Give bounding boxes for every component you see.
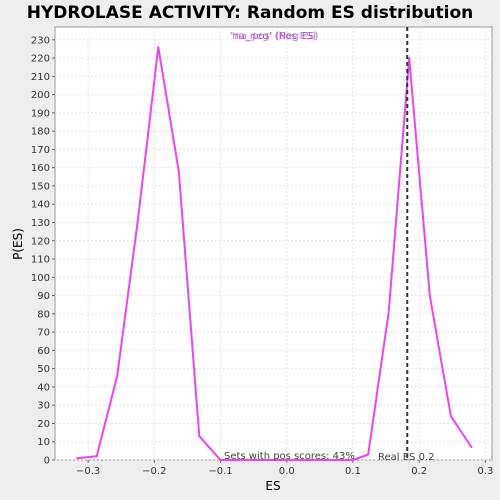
x-tick-label: −0.1: [208, 466, 232, 477]
data-point: [136, 219, 139, 222]
x-tick-label: 0.1: [345, 466, 361, 477]
y-tick-label: 120: [31, 236, 50, 247]
data-point: [157, 46, 160, 48]
data-point: [470, 446, 473, 449]
y-tick-label: 110: [31, 255, 50, 266]
data-point: [76, 457, 78, 459]
data-point: [95, 455, 98, 458]
x-tick-label: 0.2: [411, 466, 427, 477]
y-tick-label: 130: [31, 218, 50, 229]
data-point: [428, 294, 431, 297]
y-tick-label: 10: [37, 437, 50, 448]
y-tick-label: 0: [44, 456, 50, 467]
y-tick-label: 70: [37, 328, 50, 339]
series-group: [76, 46, 473, 461]
y-tick-label: 210: [31, 72, 50, 83]
y-tick-label: 40: [37, 382, 50, 393]
y-axis-ticks: 0 10 20 30 40 50 60 70 80 90 100 110 120 130 140 150 160…: [31, 35, 55, 467]
y-tick-label: 150: [31, 181, 50, 192]
data-point: [450, 415, 452, 417]
y-tick-label: 50: [37, 364, 50, 375]
y-tick-label: 230: [31, 35, 50, 46]
y-tick-label: 160: [31, 163, 50, 174]
y-tick-label: 90: [37, 291, 50, 302]
legend-entry-pos: 'na_pos' (Pos ES): [232, 31, 317, 42]
data-point: [219, 459, 222, 461]
data-point: [352, 459, 354, 461]
x-tick-label: 0.3: [477, 466, 493, 477]
y-tick-label: 180: [31, 127, 50, 138]
plot-area: [54, 26, 493, 461]
legend-entry-neg: 'na_neg' (Neg ES): [230, 31, 319, 42]
x-axis-label: ES: [265, 479, 280, 493]
y-tick-label: 60: [37, 346, 50, 357]
data-point: [116, 375, 119, 377]
y-tick-label: 20: [37, 419, 50, 430]
y-tick-label: 200: [31, 90, 50, 101]
data-point: [387, 311, 390, 313]
data-point: [178, 170, 180, 173]
data-point: [408, 57, 411, 59]
y-tick-label: 100: [31, 273, 50, 284]
y-tick-label: 140: [31, 200, 50, 211]
y-tick-label: 190: [31, 108, 50, 119]
y-tick-label: 30: [37, 401, 50, 412]
data-point: [198, 435, 201, 438]
y-tick-label: 80: [37, 309, 50, 320]
y-tick-label: 220: [31, 54, 50, 65]
y-tick-label: 170: [31, 145, 50, 156]
x-axis-ticks: −0.3 −0.2 −0.1 0.0 0.1 0.2 0.3: [76, 460, 493, 477]
chart-title: HYDROLASE ACTIVITY: Random ES distributi…: [27, 3, 474, 23]
pos-scores-annotation: Sets with pos scores: 43%: [224, 451, 355, 462]
x-tick-label: −0.3: [76, 466, 100, 477]
y-axis-label: P(ES): [11, 228, 25, 260]
x-tick-label: 0.0: [279, 466, 295, 477]
x-tick-label: −0.2: [142, 466, 166, 477]
real-es-annotation: Real ES 0.2: [378, 452, 434, 463]
data-point: [367, 453, 369, 456]
